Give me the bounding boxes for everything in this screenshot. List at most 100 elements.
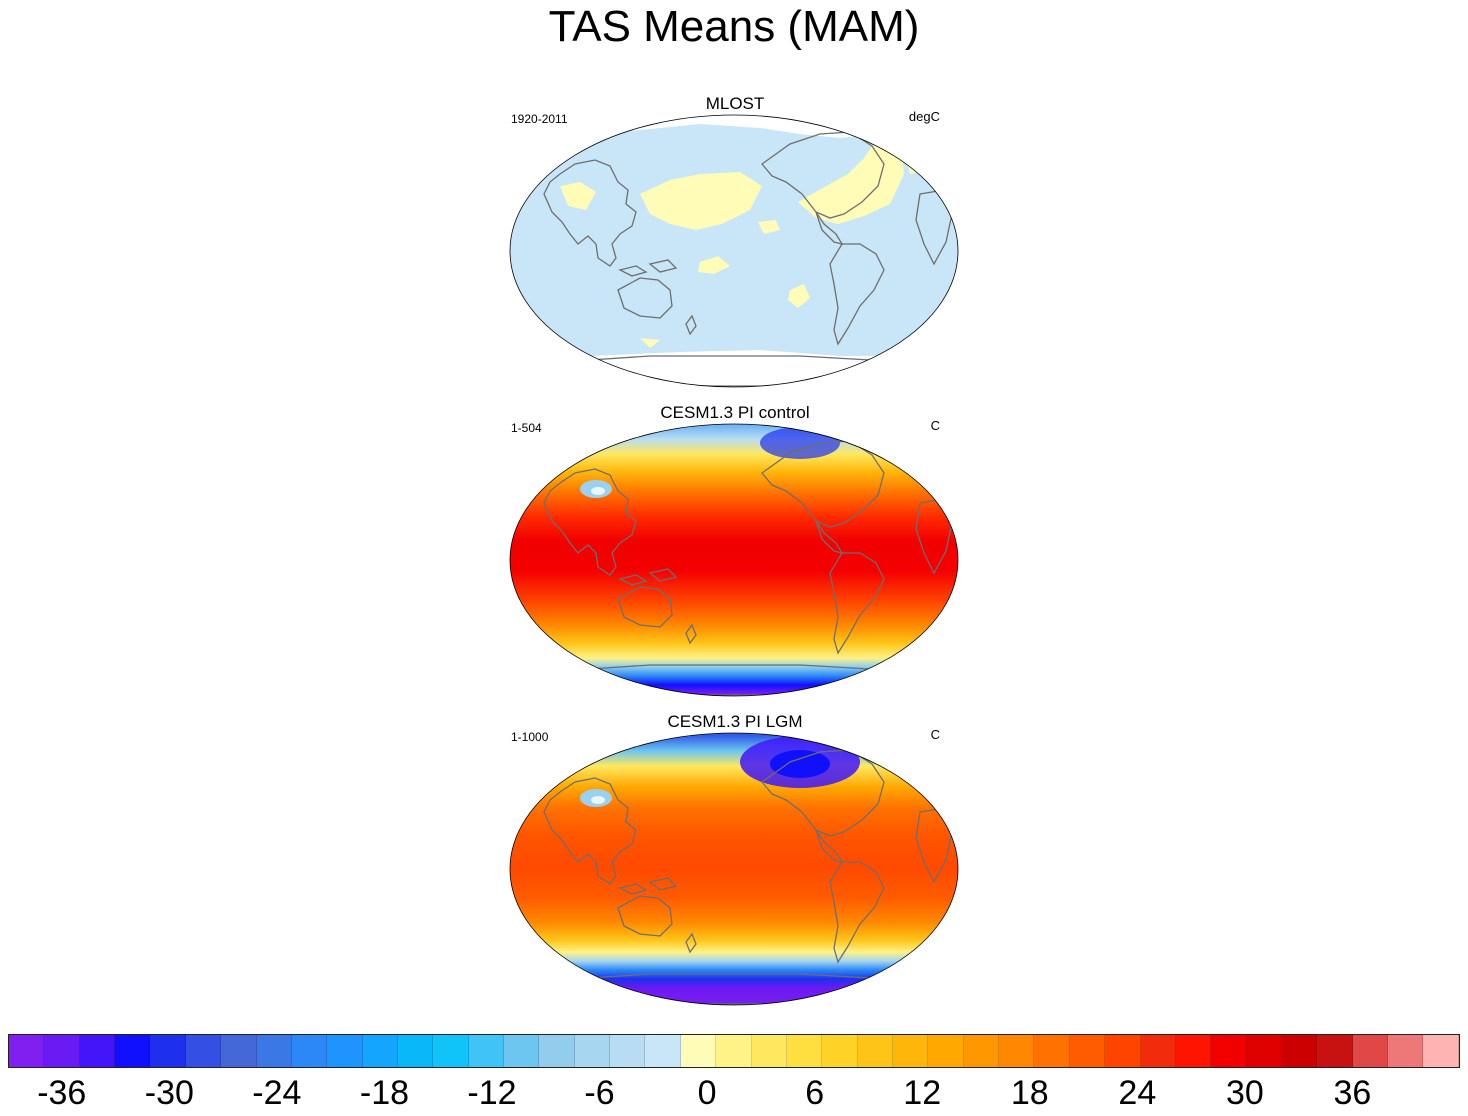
colorbar-swatch [822,1035,858,1067]
map-coastline [543,159,637,267]
colorbar-swatch [1175,1035,1212,1067]
map-coastline [829,861,885,964]
map-coastline [761,440,885,528]
colorbar-swatch [9,1035,45,1067]
map-coastline [761,131,885,219]
map-coastline [829,243,885,346]
map-border [509,423,959,697]
colorbar-swatch [1352,1035,1389,1067]
colorbar-swatch [786,1035,823,1067]
colorbar-swatch [1105,1035,1141,1067]
colorbar-swatch [892,1035,929,1067]
map-panel-pi-lgm: CESM1.3 PI LGM 1-1000 C [500,712,970,1012]
map-coastline [648,877,678,891]
colorbar-swatch [221,1035,257,1067]
world-map [509,423,959,697]
colorbar-tick-label: -24 [252,1074,302,1112]
panel-title: CESM1.3 PI LGM [667,712,803,731]
map-coastline [885,424,921,456]
map-field-patch [760,427,840,459]
colorbar-swatch [1423,1035,1459,1067]
colorbar-swatch [1317,1035,1353,1067]
colorbar-swatch [44,1035,80,1067]
map-coastline [543,777,637,885]
map-coastline [685,314,697,336]
world-map [509,114,959,388]
colorbar-swatch [680,1035,717,1067]
panel-units-label: C [930,727,940,742]
colorbar-swatch [433,1035,469,1067]
map-temperature-field [510,424,958,696]
colorbar-swatch [610,1035,646,1067]
colorbar-swatch [574,1035,611,1067]
colorbar-swatch [716,1035,752,1067]
map-coastline [617,895,673,937]
map-coastline [618,265,648,277]
colorbar-swatch [504,1035,540,1067]
map-field-patch [698,256,730,274]
colorbar-tick-label: 24 [1118,1074,1157,1112]
world-map [509,732,959,1006]
map-border [509,732,959,1006]
colorbar-tick-label: 0 [697,1074,717,1112]
colorbar-swatch [397,1035,434,1067]
map-coastline [543,468,637,576]
colorbar-swatch [185,1035,222,1067]
colorbar-tick-label: 30 [1225,1074,1264,1112]
panel-period-label: 1-504 [511,421,542,435]
panel-period-label: 1920-2011 [511,112,568,126]
colorbar-swatch [751,1035,787,1067]
map-coastline [761,749,885,837]
map-field-patch [591,796,605,804]
map-coastline [648,259,678,273]
colorbar [8,1034,1460,1068]
map-coastline [829,552,885,655]
colorbar-swatch [645,1035,681,1067]
colorbar-swatch [539,1035,575,1067]
colorbar-tick-label: -18 [359,1074,410,1112]
colorbar-swatch [468,1035,505,1067]
map-coastline [885,733,921,765]
map-coastline [617,277,673,319]
colorbar-tick-label: 12 [903,1074,942,1112]
map-coastline [685,623,697,645]
colorbar-tick-label: -12 [467,1074,517,1112]
map-coastline [885,115,921,147]
map-panel-mlost: MLOST 1920-2011 degC [500,94,970,394]
map-coastline [685,932,697,954]
colorbar-swatch [857,1035,893,1067]
colorbar-tick-label: -30 [144,1074,194,1112]
map-field-patch [788,284,810,308]
colorbar-tick-label: -36 [37,1074,87,1112]
colorbar-swatch [928,1035,964,1067]
figure-title: TAS Means (MAM) [548,2,920,51]
colorbar-swatch [1034,1035,1070,1067]
colorbar-swatch [1388,1035,1424,1067]
map-ocean-fill [510,115,958,387]
map-field-patch [560,182,596,210]
map-field-patch [640,338,660,348]
map-field-patch [540,148,560,164]
colorbar-tick-label: 36 [1333,1074,1372,1112]
colorbar-tick-label: 18 [1010,1074,1049,1112]
colorbar-swatch [999,1035,1035,1067]
colorbar-swatch [1246,1035,1282,1067]
colorbar-swatch [291,1035,328,1067]
map-field-patch [591,487,605,495]
map-field-patch [798,134,904,224]
panel-period-label: 1-1000 [511,730,549,744]
map-field-patch [640,172,762,230]
panel-units-label: degC [908,109,940,124]
colorbar-swatch [256,1035,292,1067]
panel-title: MLOST [705,94,765,113]
map-coastline [648,568,678,582]
colorbar-swatch [79,1035,116,1067]
colorbar-swatch [1069,1035,1106,1067]
map-temperature-field [510,733,958,1005]
map-border [509,114,959,388]
colorbar-swatch [1211,1035,1247,1067]
colorbar-swatch [963,1035,1000,1067]
panel-title: CESM1.3 PI control [660,403,810,422]
colorbar-tick-label: 6 [805,1074,825,1112]
colorbar-swatch [362,1035,398,1067]
